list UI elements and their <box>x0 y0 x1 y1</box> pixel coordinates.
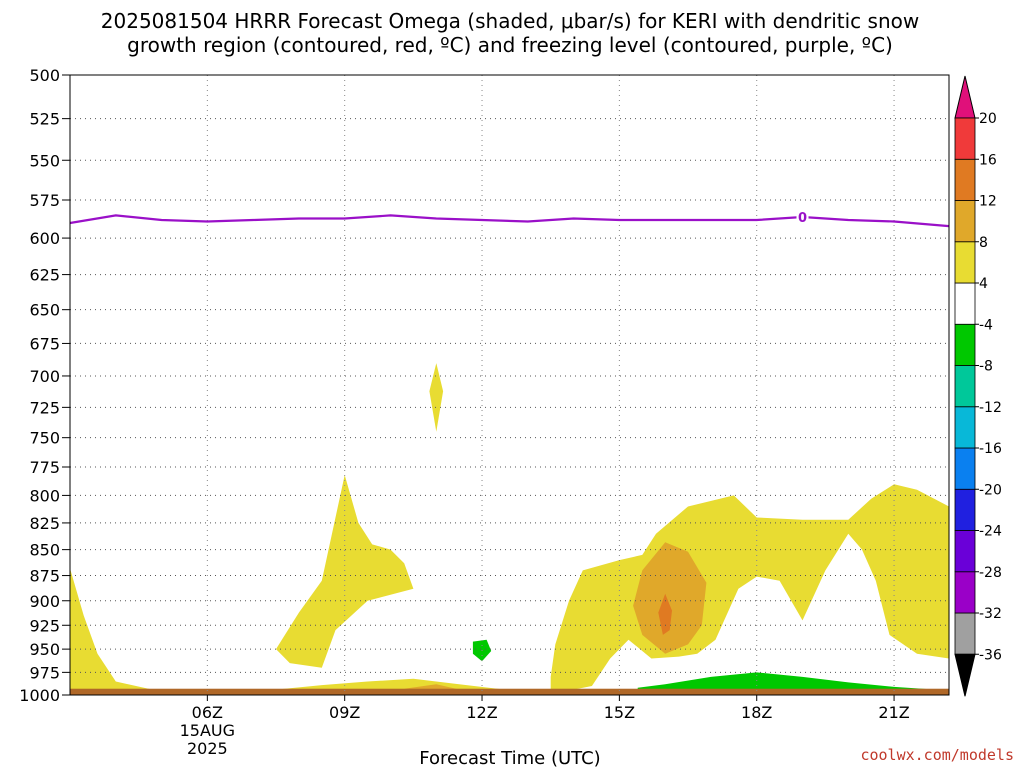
omega-region-0 <box>70 484 949 694</box>
chart-title-line-2: growth region (contoured, red, ºC) and f… <box>127 33 893 57</box>
omega-region-3 <box>633 542 707 654</box>
colorbar-label-8: -4 <box>979 317 993 333</box>
y-tick-label-625: 625 <box>29 266 60 285</box>
x-tick-label-12Z: 12Z <box>466 703 497 722</box>
y-tick-label-675: 675 <box>29 334 60 353</box>
omega-region-4 <box>658 593 672 635</box>
omega-region-1 <box>276 475 414 668</box>
colorbar-bin-2 <box>954 530 976 573</box>
omega-region-2 <box>429 363 444 432</box>
colorbar-label-0: -36 <box>979 647 1002 663</box>
x-tick-sublabel-1: 2025 <box>187 739 228 758</box>
colorbar-label-2: -28 <box>979 565 1002 581</box>
chart-title-line-1: 2025081504 HRRR Forecast Omega (shaded, … <box>101 9 919 33</box>
colorbar-label-7: -8 <box>979 359 993 375</box>
plot-frame <box>69 74 950 696</box>
x-axis-title: Forecast Time (UTC) <box>419 748 600 768</box>
colorbar-label-6: -12 <box>979 400 1002 416</box>
colorbar-bin-3 <box>954 488 976 531</box>
surface-band <box>70 688 949 695</box>
colorbar-label-12: 16 <box>979 152 997 168</box>
y-tick-label-875: 875 <box>29 567 60 586</box>
y-tick-label-650: 650 <box>29 301 60 320</box>
colorbar-label-10: 8 <box>979 235 988 251</box>
freezing-level-line <box>69 214 950 228</box>
colorbar-bin-5 <box>954 406 976 449</box>
y-tick-label-800: 800 <box>29 486 60 505</box>
y-tick-label-550: 550 <box>29 151 60 170</box>
x-tick-label-06Z: 06Z <box>192 703 223 722</box>
colorbar-label-4: -20 <box>979 482 1002 498</box>
y-tick-label-700: 700 <box>29 367 60 386</box>
y-tick-label-825: 825 <box>29 514 60 533</box>
x-tick-label-21Z: 21Z <box>878 703 909 722</box>
colorbar-label-11: 12 <box>979 194 997 210</box>
credit-text: coolwx.com/models <box>860 746 1014 764</box>
colorbar-label-5: -16 <box>979 441 1002 457</box>
colorbar-bin-8 <box>954 282 976 325</box>
omega-region-7 <box>637 672 949 694</box>
y-tick-label-500: 500 <box>29 66 60 85</box>
colorbar-label-1: -32 <box>979 606 1002 622</box>
colorbar-under-triangle <box>954 653 976 697</box>
colorbar: -36 -32 -28 -24 -20 -16 -12 -8 -4 4 8 12 16 20 <box>954 75 1002 697</box>
y-tick-label-575: 575 <box>29 191 60 210</box>
freezing-level-label-bg <box>796 208 809 225</box>
y-tick-label-850: 850 <box>29 541 60 560</box>
y-tick-label-775: 775 <box>29 458 60 477</box>
y-tick-label-600: 600 <box>29 229 60 248</box>
grid-lines <box>70 75 949 695</box>
omega-shading <box>70 363 949 694</box>
y-tick-label-900: 900 <box>29 592 60 611</box>
y-tick-label-925: 925 <box>29 616 60 635</box>
freezing-level-label: 0 <box>798 211 807 226</box>
x-tick-sublabel-0: 15AUG <box>180 721 235 740</box>
colorbar-bin-0 <box>954 612 976 655</box>
x-tick-label-09Z: 09Z <box>329 703 360 722</box>
colorbar-bin-7 <box>954 323 976 366</box>
colorbar-bin-1 <box>954 571 976 614</box>
colorbar-bin-12 <box>954 117 976 160</box>
y-tick-label-725: 725 <box>29 398 60 417</box>
x-tick-label-18Z: 18Z <box>741 703 772 722</box>
colorbar-bin-9 <box>954 241 976 284</box>
colorbar-bin-11 <box>954 158 976 201</box>
freezing-level-contour: 0 <box>69 208 950 228</box>
y-axis: 500 525 550 575 600 625 650 675 700 725 750 775 800 8… <box>19 66 70 705</box>
colorbar-over-triangle <box>954 75 976 119</box>
colorbar-label-13: 20 <box>979 111 997 127</box>
x-tick-label-15Z: 15Z <box>604 703 635 722</box>
surface-band-fill <box>70 688 949 695</box>
colorbar-bin-10 <box>954 200 976 243</box>
y-tick-label-950: 950 <box>29 640 60 659</box>
colorbar-bin-6 <box>954 365 976 408</box>
y-tick-label-975: 975 <box>29 663 60 682</box>
colorbar-label-9: 4 <box>979 276 988 292</box>
y-tick-label-1000: 1000 <box>19 686 60 705</box>
y-tick-label-750: 750 <box>29 429 60 448</box>
colorbar-label-3: -24 <box>979 524 1002 540</box>
colorbar-bin-4 <box>954 447 976 490</box>
y-tick-label-525: 525 <box>29 110 60 129</box>
